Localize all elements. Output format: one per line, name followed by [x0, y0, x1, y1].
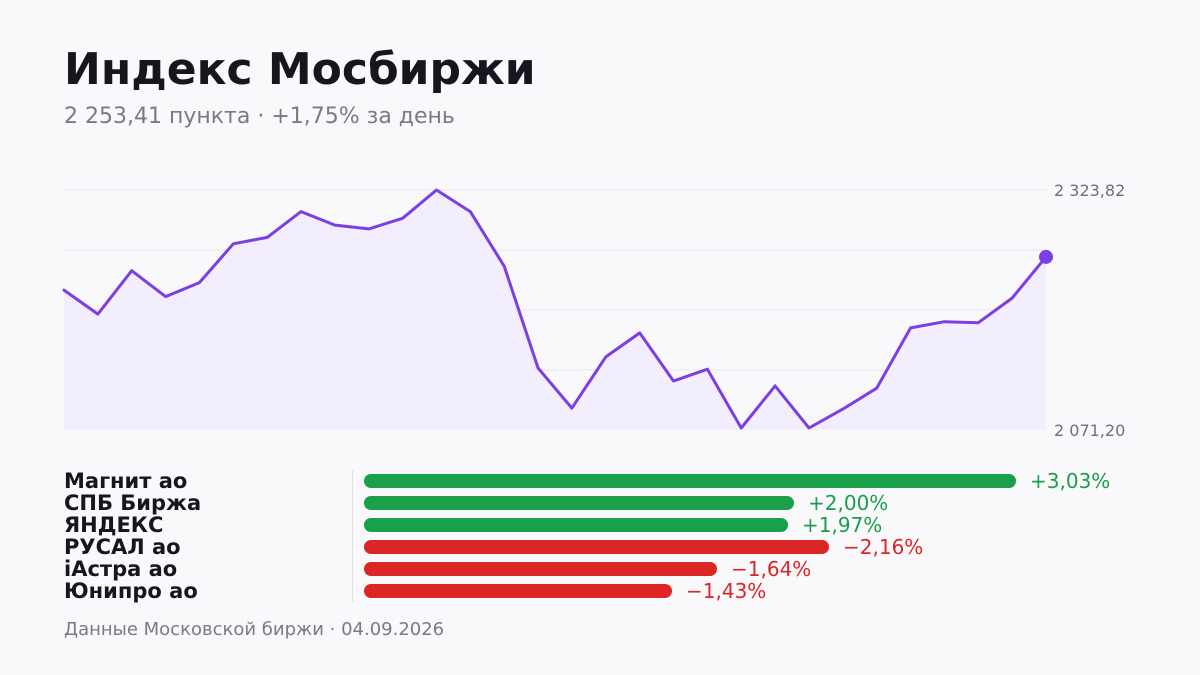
index-line	[62, 188, 1048, 430]
page-title: Индекс Мосбиржи	[64, 44, 536, 95]
y-tick-label: 2 071,20	[1054, 421, 1125, 440]
index-area-fill	[64, 190, 1046, 430]
index-summary: 2 253,41 пункта · +1,75% за день	[64, 104, 455, 129]
y-tick-label: 2 323,82	[1054, 181, 1125, 200]
last-value-marker	[1039, 249, 1053, 264]
data-source-footer: Данные Московской биржи · 04.09.2026	[64, 619, 445, 640]
